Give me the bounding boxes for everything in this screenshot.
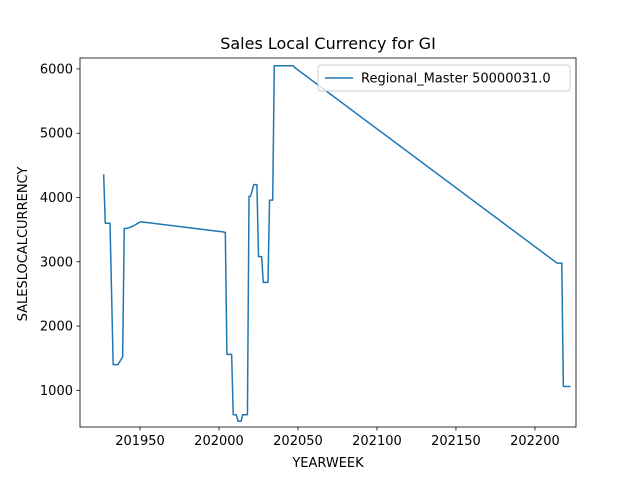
y-tick-label-1: 2000 bbox=[40, 320, 73, 335]
x-tick-label-1: 202000 bbox=[194, 434, 244, 449]
plot-area: 201950 202000 202050 202100 202150 202200 1000… bbox=[40, 57, 577, 449]
x-tick-label-5: 202200 bbox=[510, 434, 560, 449]
x-tick-label-3: 202100 bbox=[352, 434, 402, 449]
x-axis-label: YEARWEEK bbox=[291, 456, 364, 471]
x-tick-label-0: 201950 bbox=[115, 434, 165, 449]
y-axis-label: SALESLOCALCURRENCY bbox=[16, 167, 31, 322]
y-tick-label-3: 4000 bbox=[40, 191, 73, 206]
y-tick-label-0: 1000 bbox=[40, 384, 73, 399]
x-tick-label-2: 202050 bbox=[273, 434, 323, 449]
y-tick-label-2: 3000 bbox=[40, 255, 73, 270]
legend-box bbox=[317, 64, 571, 92]
y-tick-label-5: 6000 bbox=[40, 62, 73, 77]
x-tick-label-4: 202150 bbox=[431, 434, 481, 449]
legend-label-0: Regional_Master 50000031.0 bbox=[361, 72, 551, 87]
legend: Regional_Master 50000031.0 bbox=[317, 64, 571, 92]
series-line-0 bbox=[102, 64, 571, 422]
chart-title: Sales Local Currency for GI bbox=[220, 34, 436, 53]
y-tick-label-4: 5000 bbox=[40, 127, 73, 142]
axes-frame bbox=[79, 57, 577, 428]
